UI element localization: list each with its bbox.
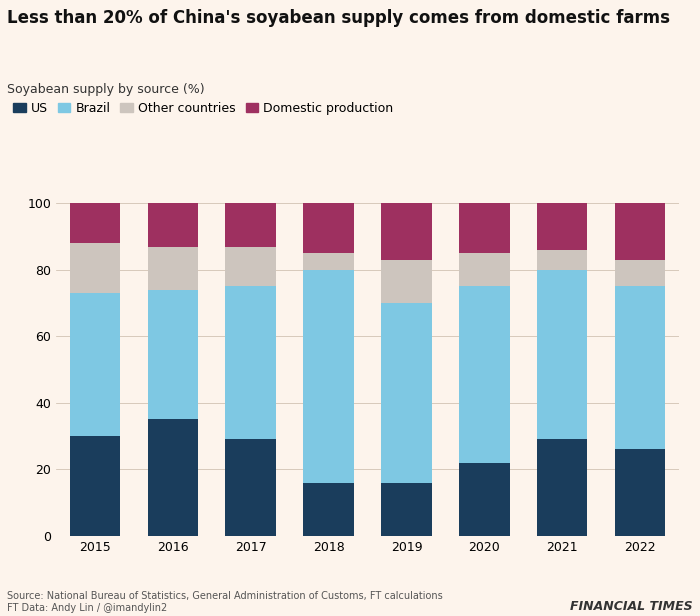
Legend: US, Brazil, Other countries, Domestic production: US, Brazil, Other countries, Domestic pr… bbox=[13, 102, 393, 115]
Bar bbox=[537, 250, 587, 270]
Bar bbox=[303, 203, 354, 253]
Bar bbox=[459, 253, 510, 286]
Bar bbox=[459, 463, 510, 536]
Bar bbox=[615, 286, 666, 450]
Text: Less than 20% of China's soyabean supply comes from domestic farms: Less than 20% of China's soyabean supply… bbox=[7, 9, 670, 27]
Bar bbox=[615, 260, 666, 286]
Bar bbox=[69, 243, 120, 293]
Bar bbox=[225, 286, 276, 439]
Text: Source: National Bureau of Statistics, General Administration of Customs, FT cal: Source: National Bureau of Statistics, G… bbox=[7, 591, 442, 613]
Text: FINANCIAL TIMES: FINANCIAL TIMES bbox=[570, 600, 693, 613]
Bar bbox=[381, 203, 432, 260]
Bar bbox=[459, 203, 510, 253]
Bar bbox=[225, 439, 276, 536]
Bar bbox=[303, 270, 354, 483]
Text: Soyabean supply by source (%): Soyabean supply by source (%) bbox=[7, 83, 204, 96]
Bar bbox=[381, 483, 432, 536]
Bar bbox=[303, 253, 354, 270]
Bar bbox=[303, 483, 354, 536]
Bar bbox=[69, 293, 120, 436]
Bar bbox=[148, 203, 198, 246]
Bar bbox=[69, 203, 120, 243]
Bar bbox=[537, 439, 587, 536]
Bar bbox=[615, 203, 666, 260]
Bar bbox=[148, 419, 198, 536]
Bar bbox=[225, 246, 276, 286]
Bar bbox=[225, 203, 276, 246]
Bar bbox=[381, 303, 432, 483]
Bar bbox=[459, 286, 510, 463]
Bar bbox=[69, 436, 120, 536]
Bar bbox=[537, 270, 587, 439]
Bar bbox=[148, 246, 198, 290]
Bar bbox=[615, 450, 666, 536]
Bar bbox=[537, 203, 587, 250]
Bar bbox=[381, 260, 432, 303]
Bar bbox=[148, 290, 198, 419]
